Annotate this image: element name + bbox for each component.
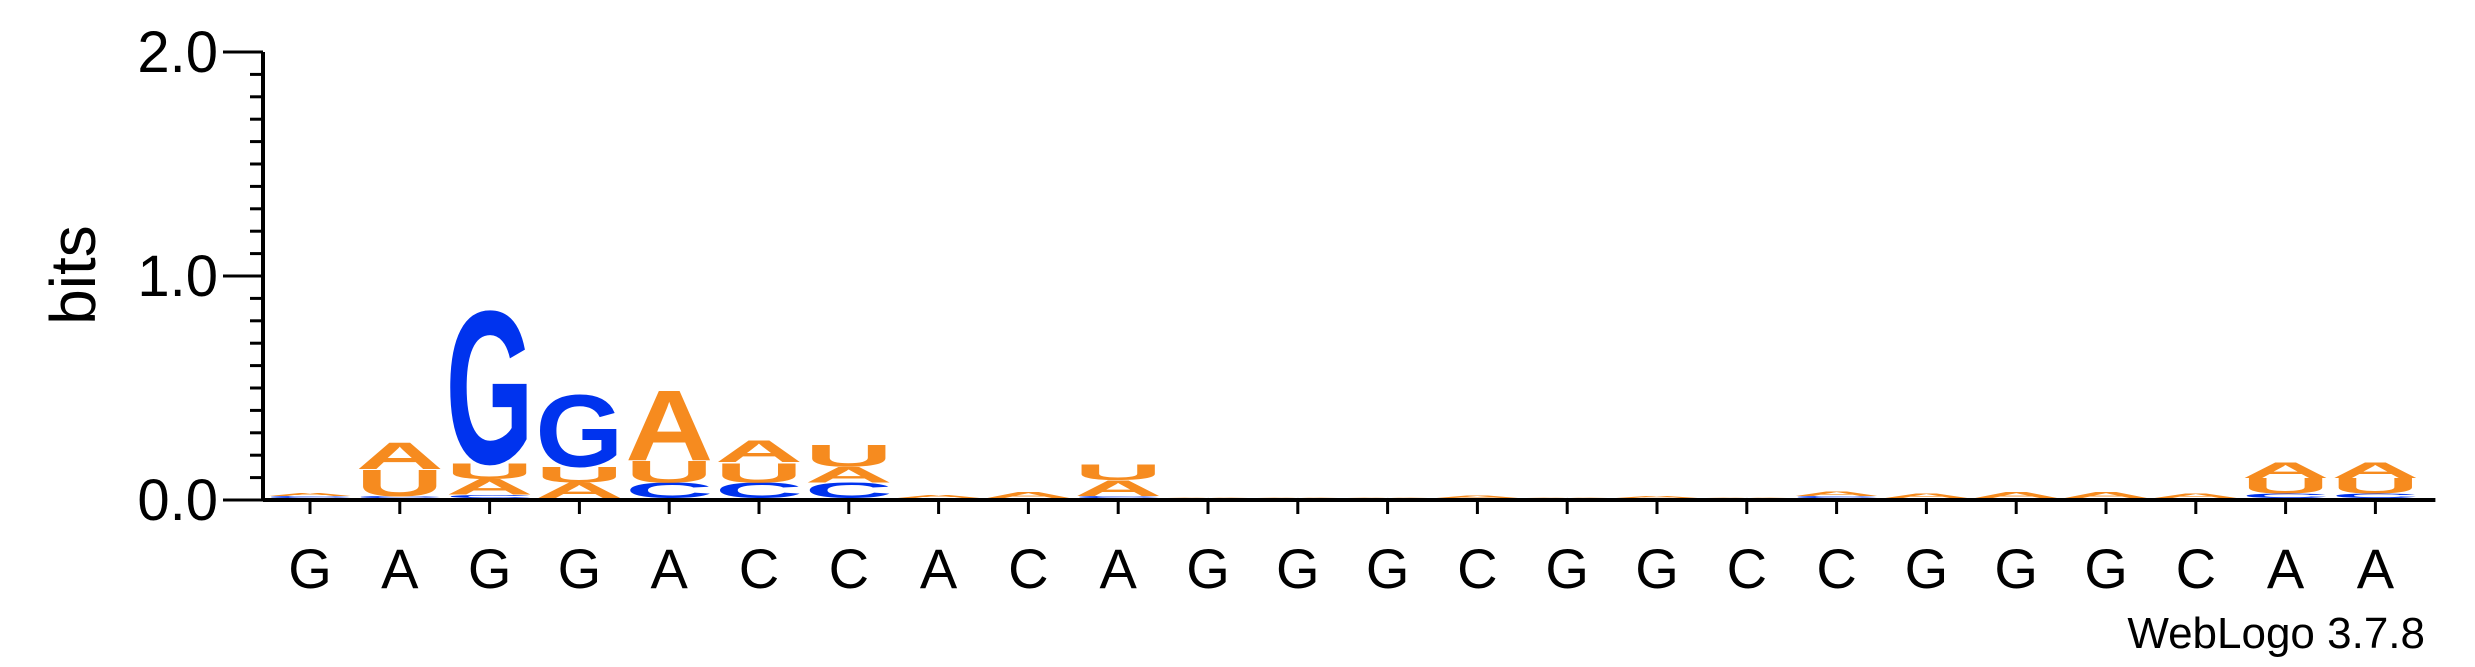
x-tick-label: C [1457, 537, 1497, 600]
logo-letter-U: U [715, 457, 803, 489]
logo-letter-A: A [1433, 495, 1521, 499]
logo-letter-A: A [984, 491, 1072, 500]
logo-letter-A: A [1613, 495, 1701, 498]
y-tick-label: 1.0 [137, 244, 218, 309]
logo-letter-A: A [1882, 492, 1970, 499]
x-tick-label: A [920, 537, 958, 600]
x-tick-label: C [829, 537, 869, 600]
logo-letter-A: A [446, 475, 534, 500]
logo-letter-A: A [1793, 490, 1881, 497]
logo-letter-U: U [1074, 460, 1162, 485]
logo-letter-A: A [2062, 491, 2150, 500]
logo-letter-A: A [1164, 497, 1252, 498]
y-axis: 0.0 1.0 2.0 [137, 20, 265, 533]
x-tick-label: G [468, 537, 512, 600]
logo-letter-A: A [805, 463, 893, 488]
logo-letter-U: U [535, 463, 623, 488]
x-tick-label: G [1994, 537, 2038, 600]
logo-letter-A: A [625, 369, 713, 481]
y-tick-label: 2.0 [137, 20, 218, 85]
logo-letter-G: G [446, 265, 534, 510]
x-tick-label: G [1635, 537, 1679, 600]
y-axis-label: bits [37, 225, 109, 325]
x-tick-label: C [1008, 537, 1048, 600]
x-tick-label: C [1816, 537, 1856, 600]
weblogo-credit: WebLogo 3.7.8 [2127, 609, 2425, 658]
logo-letter-A: A [266, 492, 354, 497]
logo-letter-G: G [535, 373, 623, 488]
x-tick-label: C [1727, 537, 1767, 600]
logo-letter-A: A [1523, 497, 1611, 498]
x-tick-label: C [739, 537, 779, 600]
logo-letter-A: A [895, 494, 983, 499]
x-tick-label: G [1545, 537, 1589, 600]
logo-letter-U: U [625, 454, 713, 489]
logo-letter-U: U [805, 438, 893, 473]
logo-letter-C: C [446, 494, 534, 499]
logo-letter-U: U [356, 462, 444, 504]
x-tick-label: A [1100, 537, 1138, 600]
x-tick-label: G [1905, 537, 1949, 600]
logo-letter-A: A [715, 434, 803, 469]
logo-letter-C: C [1074, 495, 1162, 498]
logo-letter-U: U [2242, 474, 2330, 499]
logo-letter-A: A [2242, 458, 2330, 483]
logo-letter-A: A [1344, 497, 1432, 498]
x-tick-label: A [381, 537, 419, 600]
x-tick-label: C [2176, 537, 2216, 600]
logo-letter-A: A [2331, 458, 2419, 483]
logo-letter-C: C [2331, 492, 2419, 499]
logo-letter-A: A [356, 435, 444, 477]
x-tick-label: G [558, 537, 602, 600]
logo-letter-C: C [2242, 492, 2330, 499]
logo-letter-C: C [356, 495, 444, 498]
x-tick-label: G [1366, 537, 1410, 600]
logo-letter-U: U [2331, 474, 2419, 499]
logo-letter-A: A [1254, 497, 1342, 498]
x-tick-label: G [1186, 537, 1230, 600]
logo-letter-U: U [446, 459, 534, 484]
x-tick-label: A [2357, 537, 2395, 600]
x-tick-label: A [2267, 537, 2305, 600]
x-tick-label: A [651, 537, 689, 600]
logo-letter-A: A [2152, 492, 2240, 499]
logo-letter-C: C [266, 495, 354, 498]
x-tick-label: G [288, 537, 332, 600]
x-tick-label: G [1276, 537, 1320, 600]
logo-letter-A: A [1703, 497, 1791, 498]
logo-letter-A: A [1972, 491, 2060, 500]
x-tick-label: G [2084, 537, 2128, 600]
logo-letter-C: C [1793, 495, 1881, 498]
logo-letter-A: A [1074, 476, 1162, 501]
y-tick-label: 0.0 [137, 468, 218, 533]
